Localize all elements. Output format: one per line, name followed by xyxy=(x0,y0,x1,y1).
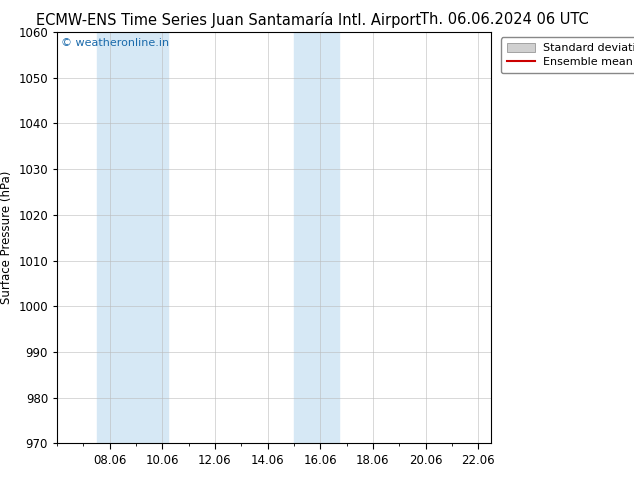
Bar xyxy=(96,32,167,443)
Text: ECMW-ENS Time Series Juan Santamaría Intl. Airport: ECMW-ENS Time Series Juan Santamaría Int… xyxy=(36,12,421,28)
Bar xyxy=(294,32,339,443)
Text: Th. 06.06.2024 06 UTC: Th. 06.06.2024 06 UTC xyxy=(420,12,588,27)
Legend: Standard deviation, Ensemble mean run: Standard deviation, Ensemble mean run xyxy=(501,37,634,73)
Y-axis label: Surface Pressure (hPa): Surface Pressure (hPa) xyxy=(0,171,13,304)
Text: © weatheronline.in: © weatheronline.in xyxy=(61,38,169,48)
